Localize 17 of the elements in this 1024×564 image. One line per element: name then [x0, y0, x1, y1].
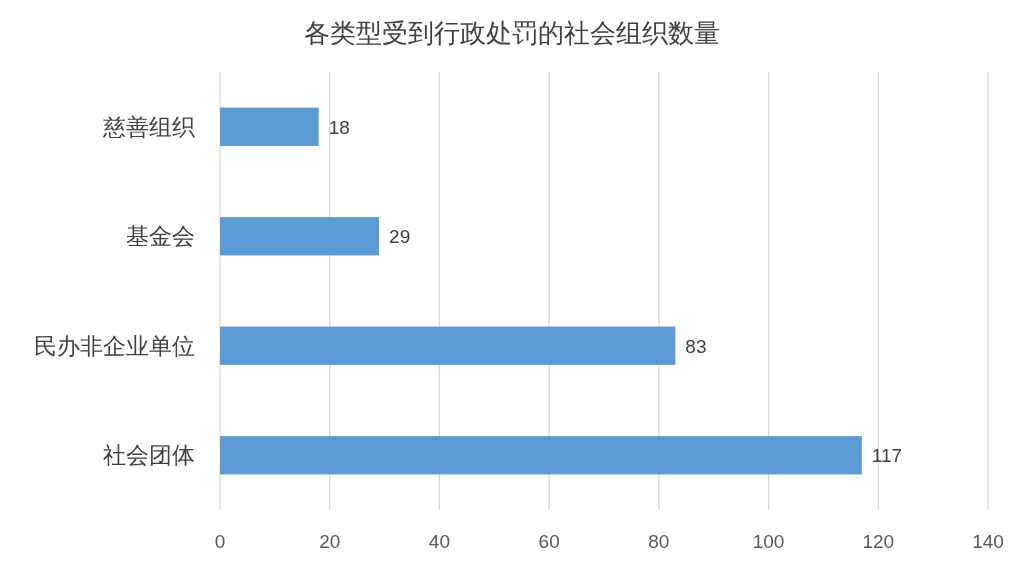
xtick-label: 140: [972, 531, 1004, 552]
xtick-label: 80: [648, 531, 670, 552]
xtick-label: 0: [214, 531, 226, 552]
category-label: 慈善组织: [103, 113, 195, 140]
data-label: 29: [389, 226, 411, 248]
data-label: 18: [328, 116, 350, 138]
xtick-label: 120: [862, 531, 895, 552]
xtick-label: 40: [428, 531, 450, 552]
title: 各类型受到行政处罚的社会组织数量: [304, 18, 720, 48]
xtick-label: 100: [752, 531, 785, 552]
data-label: 83: [685, 335, 707, 357]
category-label: 基金会: [126, 223, 195, 250]
xtick-label: 60: [538, 531, 560, 552]
xtick-label: 20: [319, 531, 341, 552]
data-label: 117: [871, 445, 903, 467]
category-label: 社会团体: [103, 442, 195, 469]
category-label: 民办非企业单位: [34, 332, 195, 359]
